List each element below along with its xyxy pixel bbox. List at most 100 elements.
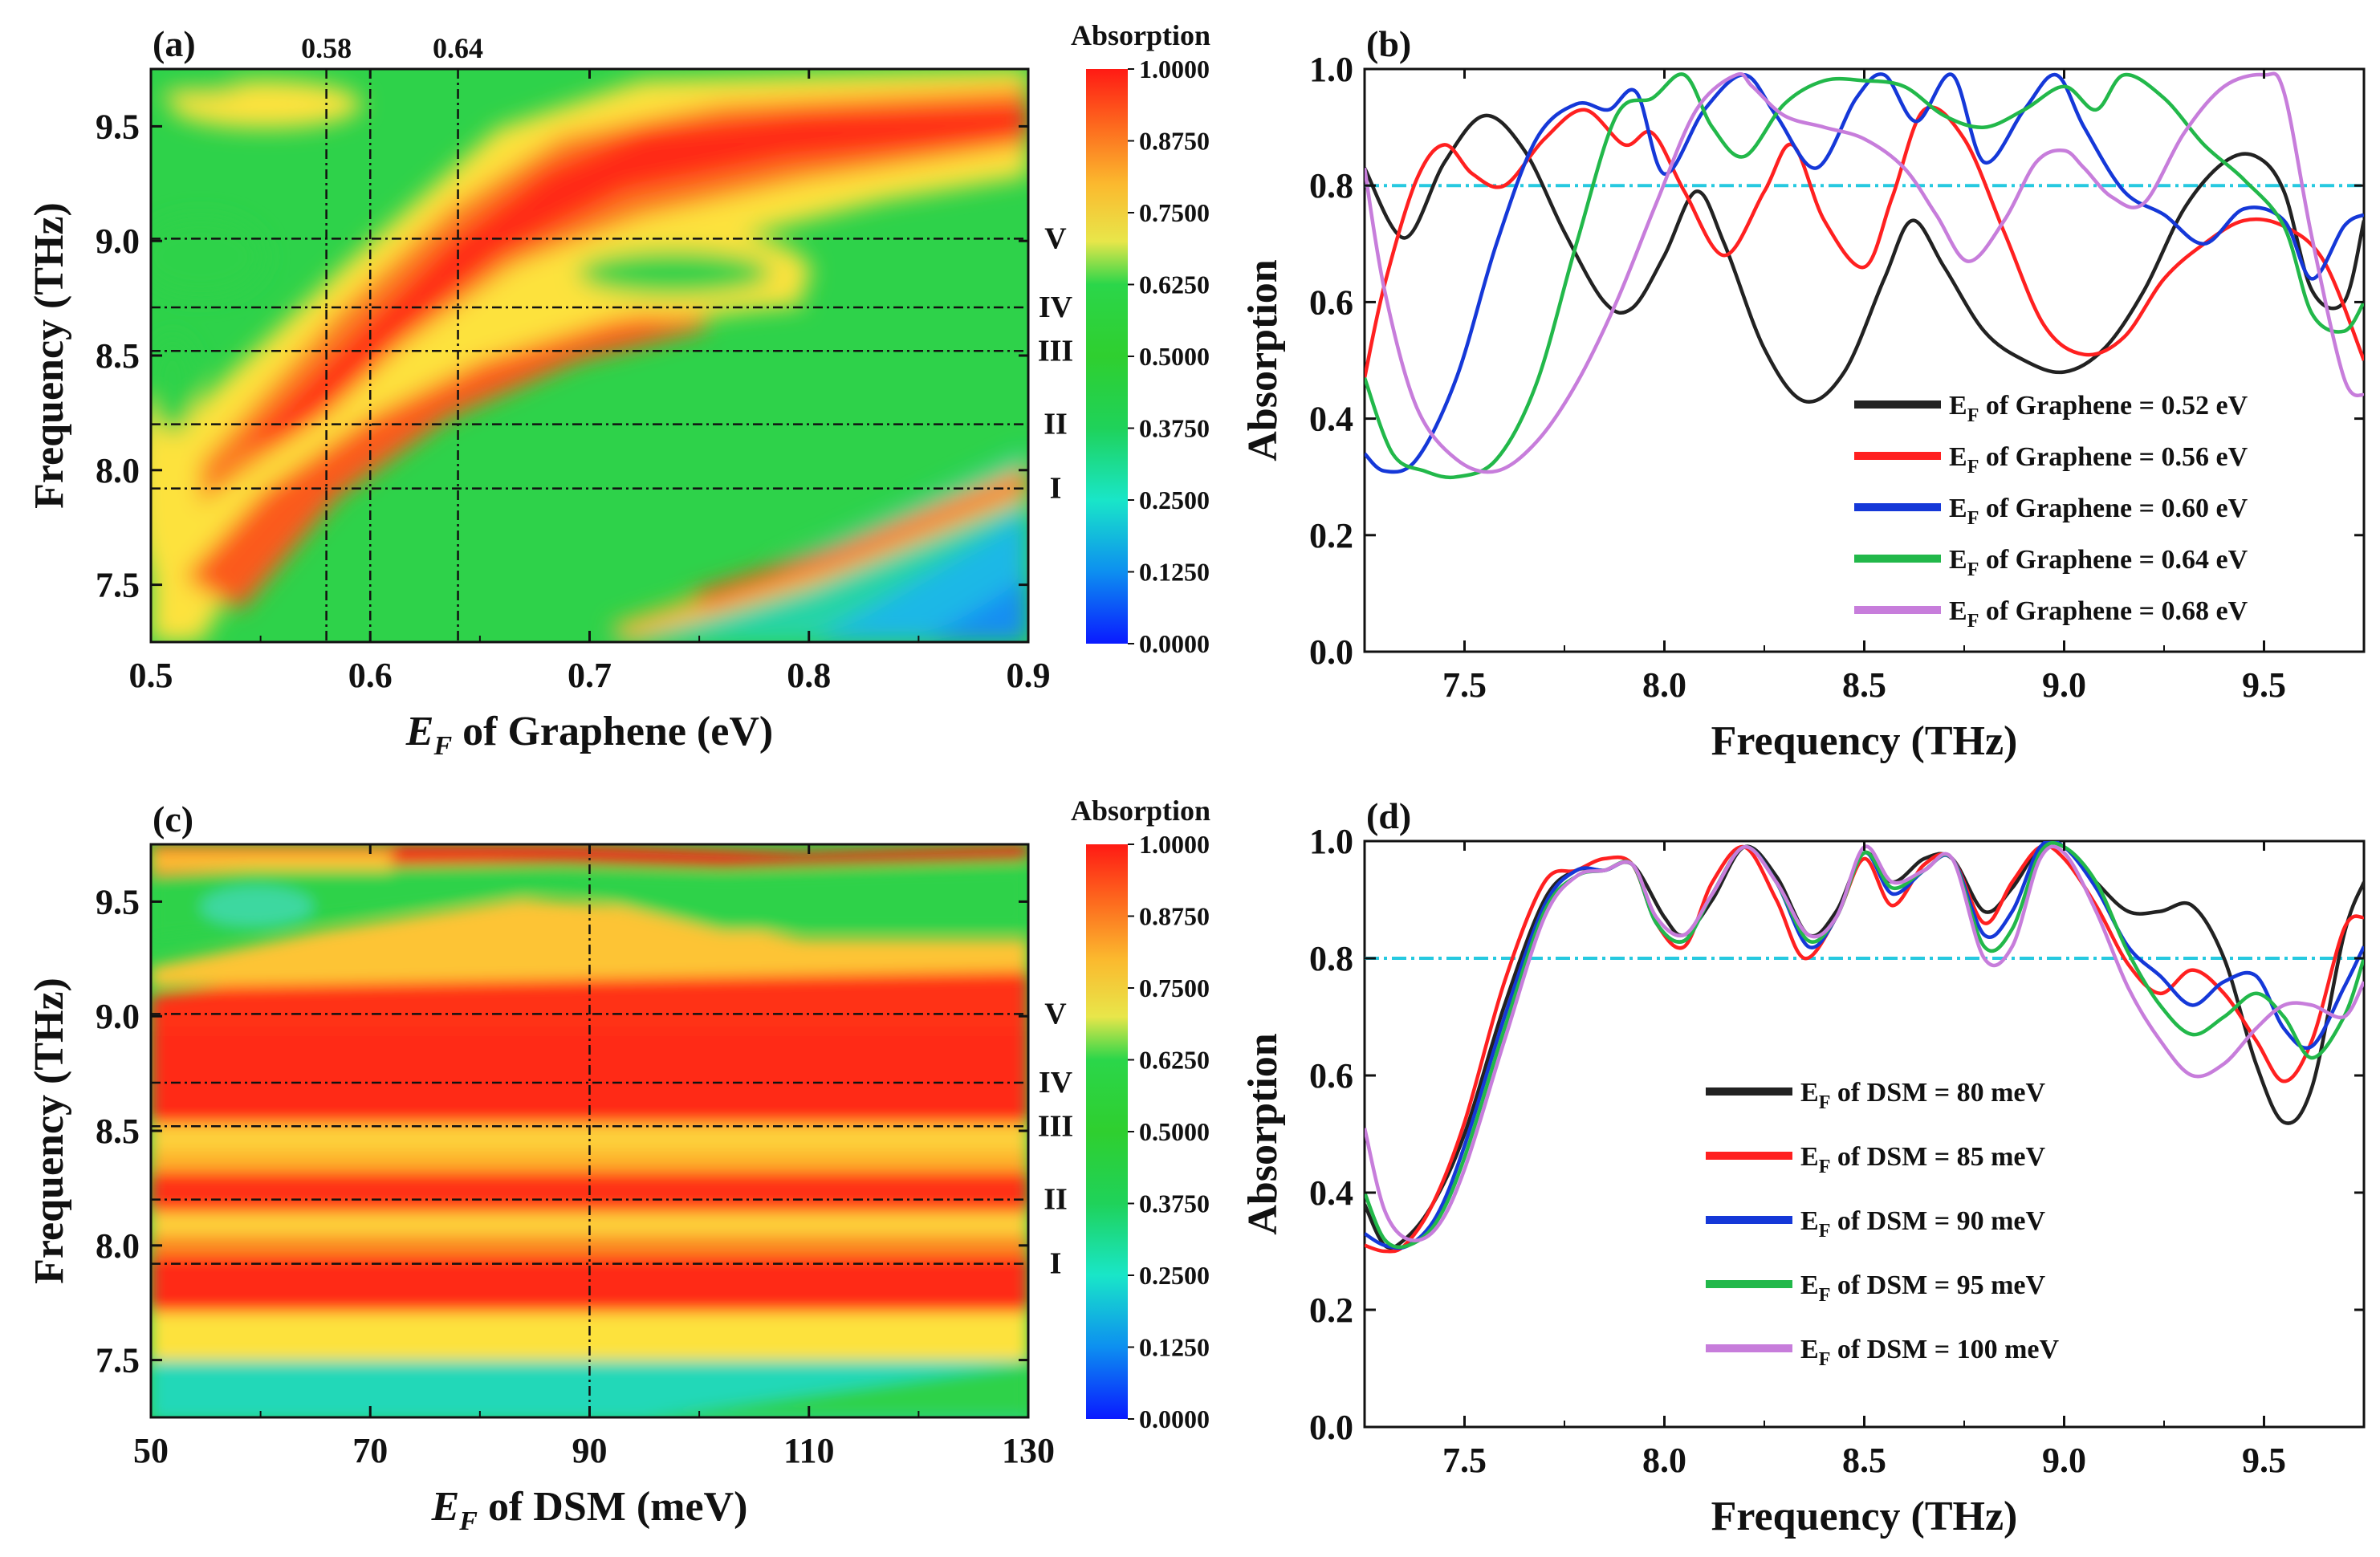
series-line-1 [1365, 113, 2364, 404]
legend-label-subscript: F [1819, 1221, 1831, 1242]
region-label: II [1044, 408, 1068, 441]
legend-label-symbol: E [1800, 1270, 1819, 1300]
x-tick-label: 70 [352, 1431, 388, 1470]
marker-line-label: 0.58 [301, 32, 352, 64]
x-tick-label: 7.5 [1442, 665, 1487, 705]
colorbar-tick-label: 0.7500 [1139, 198, 1210, 227]
series-line-2 [1365, 105, 2364, 379]
y-tick-label: 9.5 [96, 882, 140, 921]
x-axis-title-rest: of DSM (meV) [478, 1484, 747, 1530]
y-tick-label: 8.0 [96, 1226, 140, 1266]
y-tick-label: 0.8 [1309, 939, 1353, 978]
legend-label-subscript: F [1819, 1349, 1831, 1370]
series-line-4 [1365, 841, 2364, 1250]
legend-label-text: of DSM = 80 meV [1830, 1078, 2045, 1108]
colorbar-a: Absorption 0.0000 0.1250 0.2500 0.3750 0.5000… [1071, 19, 1210, 658]
region-label: V [1044, 222, 1067, 255]
legend-label-symbol: E [1949, 596, 1967, 626]
region-label: V [1044, 997, 1067, 1031]
series-line-5 [1365, 844, 2364, 1242]
legend-label-subscript: F [1967, 405, 1979, 426]
y-tick-label: 0.2 [1309, 1291, 1353, 1330]
colorbar-tick-label: 0.2500 [1139, 1261, 1210, 1290]
x-tick-label: 8.0 [1642, 665, 1686, 705]
x-axis-title: EF of Graphene (eV) [405, 709, 773, 761]
y-tick-label: 7.5 [96, 566, 140, 605]
y-axis-title: Absorption [1240, 259, 1286, 461]
legend-label: EF of DSM = 90 meV [1800, 1206, 2046, 1242]
panel-d: (d) 7.5 8.0 8.5 9.0 9.5 0.0 0.2 0.4 0.6 0.8 1.0 Abso… [1240, 795, 2366, 1539]
x-tick-label: 0.9 [1007, 656, 1051, 695]
y-tick-label: 1.0 [1309, 50, 1353, 89]
legend-label: EF of DSM = 85 meV [1800, 1142, 2046, 1177]
y-axis-title: Absorption [1240, 1033, 1286, 1234]
colorbar-tick-label: 0.3750 [1139, 1189, 1210, 1218]
x-axis-title-subscript: F [433, 731, 452, 761]
x-tick-label: 7.5 [1442, 1441, 1487, 1480]
legend-label-subscript: F [1967, 457, 1979, 478]
colorbar-c: Absorption 0.0000 0.1250 0.2500 0.3750 0.5000… [1071, 795, 1210, 1433]
y-tick-label: 1.0 [1309, 822, 1353, 861]
y-tick-label: 0.6 [1309, 283, 1353, 322]
x-tick-label: 8.5 [1842, 665, 1886, 705]
x-axis-title-symbol: E [405, 709, 434, 754]
legend-label-symbol: E [1800, 1335, 1819, 1364]
legend-label-symbol: E [1800, 1078, 1819, 1108]
x-tick-label: 110 [783, 1431, 835, 1470]
colorbar-tick-label: 0.5000 [1139, 342, 1210, 371]
legend-label-subscript: F [1819, 1092, 1831, 1113]
y-axis-title: Frequency (THz) [26, 202, 72, 509]
legend-label: EF of Graphene = 0.64 eV [1949, 545, 2248, 580]
x-tick-label: 0.5 [129, 656, 173, 695]
panel-label: (a) [153, 23, 196, 64]
x-axis-title: Frequency (THz) [1711, 1494, 2018, 1539]
legend-label-symbol: E [1800, 1206, 1819, 1236]
legend-label-symbol: E [1949, 545, 1967, 575]
y-tick-label: 8.5 [96, 1112, 140, 1151]
x-tick-label: 90 [572, 1431, 608, 1470]
y-tick-label: 0.2 [1309, 516, 1353, 555]
legend-label-symbol: E [1949, 494, 1967, 523]
colorbar-tick-label: 0.1250 [1139, 1333, 1210, 1362]
legend-label-subscript: F [1967, 508, 1979, 529]
x-tick-label: 0.6 [348, 656, 393, 695]
y-tick-label: 0.8 [1309, 166, 1353, 205]
colorbar-tick-label: 0.1250 [1139, 558, 1210, 587]
legend-label-subscript: F [1819, 1157, 1831, 1177]
legend-label: EF of DSM = 95 meV [1800, 1270, 2046, 1306]
colorbar-tick-label: 0.6250 [1139, 1046, 1210, 1075]
colorbar-gradient [1086, 844, 1128, 1419]
legend-label: EF of DSM = 80 meV [1800, 1078, 2046, 1113]
colorbar-title: Absorption [1071, 795, 1210, 827]
marker-line-label: 0.64 [433, 32, 483, 64]
x-tick-label: 8.0 [1642, 1441, 1686, 1480]
colorbar-tick-label: 0.0000 [1139, 1405, 1210, 1433]
region-label: II [1044, 1183, 1068, 1217]
legend-label-symbol: E [1800, 1142, 1819, 1172]
y-tick-label: 9.0 [96, 997, 140, 1036]
series-line-1 [1365, 841, 2364, 1250]
panel-label: (b) [1366, 23, 1411, 64]
legend-label-symbol: E [1949, 391, 1967, 421]
y-axis-title: Frequency (THz) [26, 978, 72, 1284]
legend-label: EF of DSM = 100 meV [1800, 1335, 2060, 1370]
x-tick-label: 8.5 [1842, 1441, 1886, 1480]
y-tick-label: 0.6 [1309, 1056, 1353, 1096]
x-axis-title-symbol: E [431, 1484, 460, 1530]
panel-label: (c) [153, 799, 193, 839]
y-tick-label: 0.4 [1309, 1173, 1353, 1213]
legend-label-text: of DSM = 100 meV [1830, 1335, 2059, 1364]
panel-label: (d) [1366, 795, 1411, 836]
colorbar-title: Absorption [1071, 19, 1210, 51]
heatmap-a [151, 69, 1028, 642]
x-axis-title: EF of DSM (meV) [431, 1484, 748, 1536]
colorbar-tick-label: 1.0000 [1139, 55, 1210, 83]
y-tick-label: 8.0 [96, 451, 140, 490]
colorbar-tick-label: 0.5000 [1139, 1117, 1210, 1146]
x-tick-label: 0.7 [568, 656, 612, 695]
colorbar-tick-label: 0.3750 [1139, 414, 1210, 443]
legend-label-text: of Graphene = 0.64 eV [1979, 545, 2248, 575]
region-label: IV [1039, 1066, 1073, 1100]
